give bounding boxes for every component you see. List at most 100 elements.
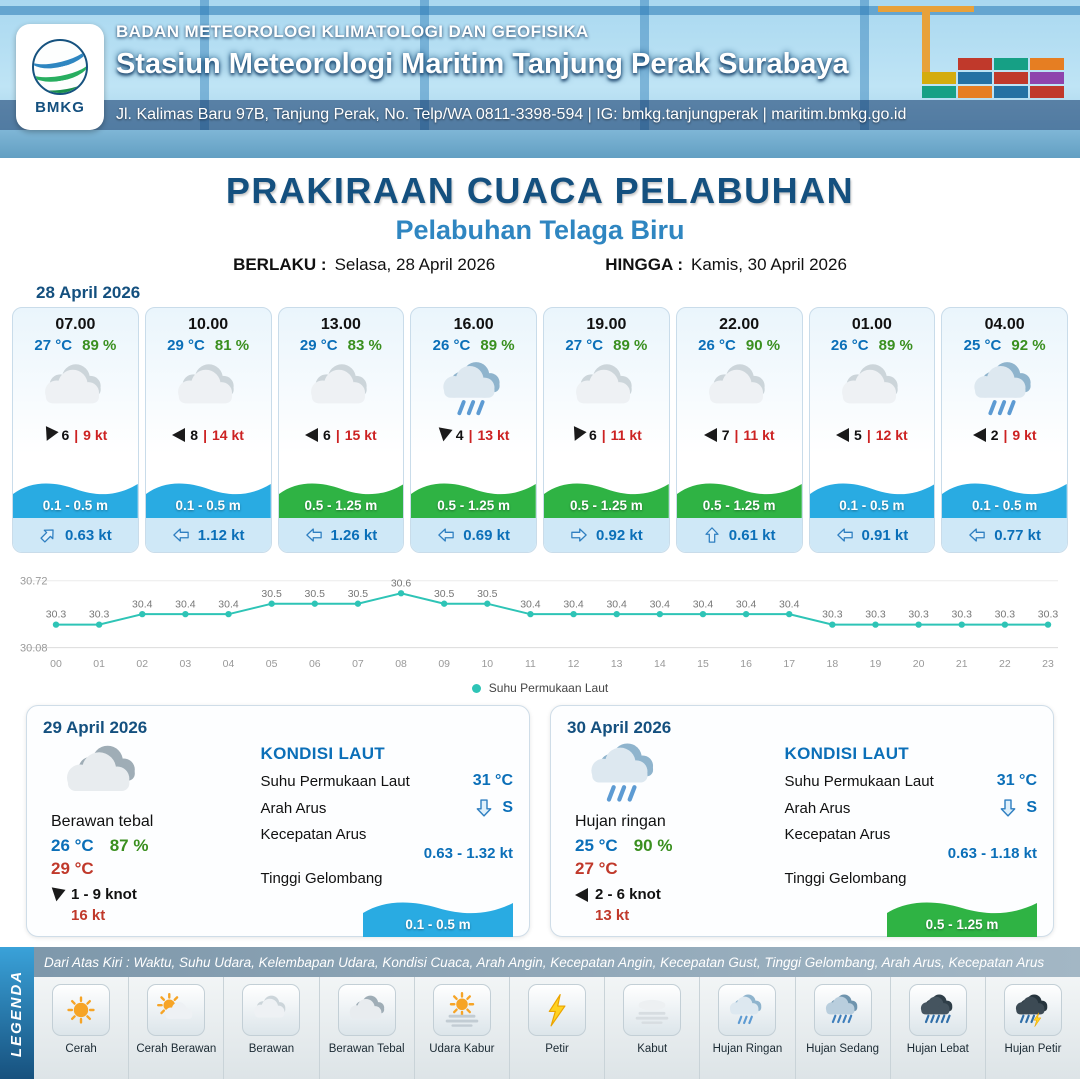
wave-height-band: 0.5 - 1.25 m xyxy=(278,472,404,518)
current-direction-label: Arah Arus xyxy=(784,799,851,817)
svg-text:23: 23 xyxy=(1042,659,1054,670)
svg-text:30.3: 30.3 xyxy=(822,610,843,621)
page-title: PRAKIRAAN CUACA PELABUHAN xyxy=(225,170,855,211)
legend-item-label: Cerah Berawan xyxy=(136,1043,217,1055)
sst-label: Suhu Permukaan Laut xyxy=(784,772,934,790)
header-decor-column xyxy=(860,0,869,130)
crane-illustration xyxy=(878,6,974,72)
separator: | xyxy=(734,427,739,443)
weather-icon xyxy=(575,740,675,813)
forecast-time: 01.00 xyxy=(851,316,892,333)
hujan-ringan-icon xyxy=(718,984,777,1036)
weather-icon xyxy=(960,354,1050,426)
max-temperature: 29 °C xyxy=(51,859,94,878)
wave-height-band: 0.1 - 0.5 m xyxy=(809,472,935,518)
svg-text:30.08: 30.08 xyxy=(20,643,47,655)
day-summary-card: 29 April 2026 Berawan tebal 26 °C 87 % 29… xyxy=(26,705,530,937)
forecast-time: 07.00 xyxy=(55,316,96,333)
current-speed: 0.69 kt xyxy=(463,526,510,544)
current-speed: 1.26 kt xyxy=(330,526,378,544)
weather-condition: Berawan tebal xyxy=(51,813,154,830)
wave-height-label: Tinggi Gelombang xyxy=(784,870,907,887)
air-temperature: 26 °C xyxy=(432,337,471,354)
sea-surface-temperature-chart: 30.72 30.08 30.3 00 30.3 01 30.4 02 30.4 03 30.4 04… xyxy=(20,576,1059,670)
svg-text:06: 06 xyxy=(309,659,321,670)
kabut-icon xyxy=(623,984,682,1036)
wave-height: 0.5 - 1.25 m xyxy=(437,498,511,513)
wind-row: 8 | 14 kt xyxy=(172,427,244,443)
separator: | xyxy=(468,427,473,443)
legend-item-label: Udara Kabur xyxy=(429,1043,495,1055)
wind-direction-icon xyxy=(172,428,186,442)
wave-height: 0.1 - 0.5 m xyxy=(175,498,241,513)
svg-text:30.3: 30.3 xyxy=(1038,610,1059,621)
svg-text:18: 18 xyxy=(827,659,839,670)
port-name: Pelabuhan Telaga Biru xyxy=(395,215,685,245)
legend-item: Udara Kabur xyxy=(415,977,510,1079)
legend-item-label: Petir xyxy=(545,1043,569,1055)
forecast-time: 22.00 xyxy=(719,316,760,333)
header-decor-column xyxy=(200,0,209,130)
current-direction-icon xyxy=(305,526,323,544)
wind-row: 6 | 11 kt xyxy=(568,426,642,444)
forecast-card: 04.00 25 °C 92 % 2 | 9 kt 0.1 - 0.5 m 0.77 … xyxy=(941,307,1068,553)
sst-chart-section: 30.72 30.08 30.3 00 30.3 01 30.4 02 30.4 03 30.4 04… xyxy=(18,565,1062,695)
wave-height: 0.1 - 0.5 m xyxy=(405,917,471,932)
hingga-value: Kamis, 30 April 2026 xyxy=(691,255,847,274)
air-temperature: 25 °C xyxy=(963,337,1002,354)
validity-row: BERLAKU : Selasa, 28 April 2026 HINGGA : K… xyxy=(0,255,1080,275)
svg-text:30.5: 30.5 xyxy=(261,589,282,600)
wave-height-band: 0.5 - 1.25 m xyxy=(411,472,536,518)
forecast-card: 22.00 26 °C 90 % 7 | 11 kt 0.5 - 1.25 m 0.6… xyxy=(675,307,803,553)
current-speed-range: 0.63 - 1.18 kt xyxy=(947,845,1037,862)
weather-condition: Hujan ringan xyxy=(575,813,666,830)
legend-item-label: Hujan Lebat xyxy=(906,1043,969,1055)
current-speed: 0.61 kt xyxy=(728,526,776,544)
air-temperature: 25 °C xyxy=(575,836,618,855)
wind-speed: 4 xyxy=(455,427,464,443)
forecast-time: 13.00 xyxy=(320,316,361,333)
svg-text:00: 00 xyxy=(50,659,62,670)
svg-text:30.3: 30.3 xyxy=(46,610,67,621)
chart-legend: Suhu Permukaan Laut xyxy=(18,681,1062,695)
current-row: 1.12 kt xyxy=(145,518,271,552)
svg-text:22: 22 xyxy=(999,659,1011,670)
svg-text:14: 14 xyxy=(654,659,666,670)
gust-speed: 13 kt xyxy=(477,427,510,443)
wind-speed: 6 xyxy=(588,427,597,443)
wind-row: 2 | 9 kt xyxy=(972,427,1037,443)
legend-item-label: Hujan Sedang xyxy=(806,1043,880,1055)
legend-item: Hujan Sedang xyxy=(796,977,891,1079)
hingga-label: HINGGA : xyxy=(605,255,683,274)
container-stack-illustration xyxy=(1030,86,1064,98)
legend-note: Dari Atas Kiri : Waktu, Suhu Udara, Kele… xyxy=(34,947,1080,977)
current-row: 0.92 kt xyxy=(544,518,669,552)
forecast-card: 07.00 27 °C 89 % 6 | 9 kt 0.1 - 0.5 m 0.63 … xyxy=(12,307,139,553)
separator: | xyxy=(866,427,871,443)
air-temperature: 26 °C xyxy=(51,836,94,855)
svg-text:12: 12 xyxy=(568,659,580,670)
svg-text:30.4: 30.4 xyxy=(175,599,196,610)
current-row: 1.26 kt xyxy=(278,518,404,552)
current-row: 0.61 kt xyxy=(676,518,802,552)
svg-text:30.4: 30.4 xyxy=(650,599,671,610)
gust-speed: 12 kt xyxy=(875,427,908,443)
sst-value: 31 °C xyxy=(996,772,1037,789)
current-speed: 0.63 kt xyxy=(65,526,112,544)
wind-direction-icon xyxy=(568,426,587,444)
separator: | xyxy=(335,427,340,443)
day-summary-row: 29 April 2026 Berawan tebal 26 °C 87 % 29… xyxy=(0,695,1080,937)
wind-speed: 2 xyxy=(990,427,999,443)
current-speed-label: Kecepatan Arus xyxy=(784,826,891,843)
cerah-berawan-icon xyxy=(147,984,206,1036)
svg-text:30.3: 30.3 xyxy=(865,610,886,621)
svg-text:16: 16 xyxy=(740,659,752,670)
svg-text:30.5: 30.5 xyxy=(434,589,455,600)
separator: | xyxy=(601,427,606,443)
svg-text:30.4: 30.4 xyxy=(736,599,757,610)
air-temperature: 27 °C xyxy=(565,337,604,354)
wind-row: 7 | 11 kt xyxy=(703,427,775,443)
legend-item: Hujan Petir xyxy=(986,977,1080,1079)
weather-icon xyxy=(694,354,784,426)
station-name: Stasiun Meteorologi Maritim Tanjung Pera… xyxy=(116,48,849,80)
